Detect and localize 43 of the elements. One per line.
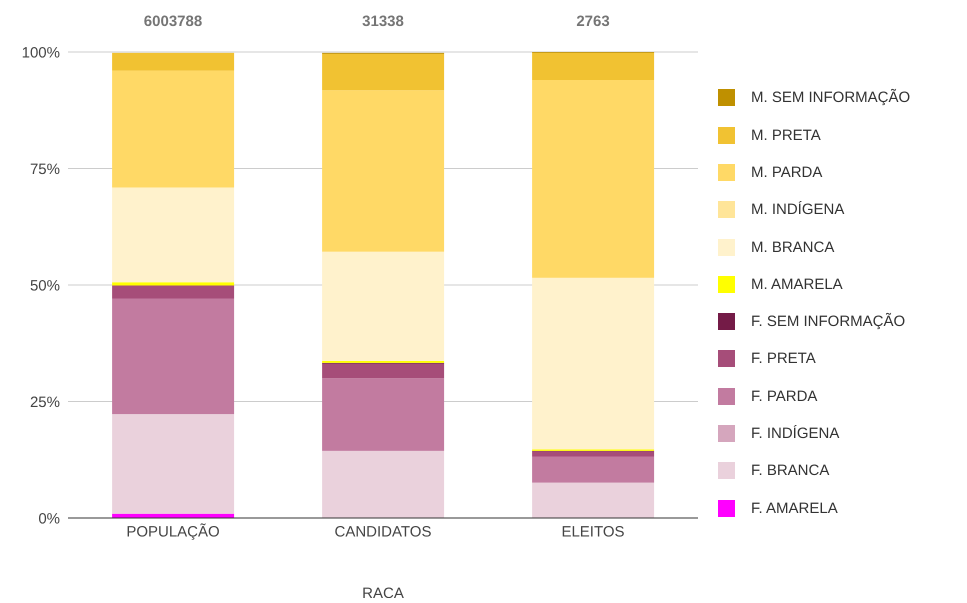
annotation: 31338	[362, 13, 404, 30]
bar	[112, 285, 234, 299]
bar	[532, 482, 654, 518]
bar	[112, 414, 234, 514]
annotation: 6003788	[144, 13, 202, 30]
bar	[322, 450, 444, 518]
y-tick-label: 75%	[30, 160, 60, 178]
legend-label: M. INDÍGENA	[751, 201, 844, 218]
legend-label: M. AMARELA	[751, 276, 843, 293]
bar	[532, 80, 654, 278]
bar	[532, 456, 654, 483]
y-tick-label: 0%	[38, 510, 60, 528]
bar	[112, 298, 234, 414]
legend-label: F. PRETA	[751, 350, 816, 368]
legend-label: F. INDÍGENA	[751, 425, 840, 442]
y-tick-label: 100%	[22, 44, 60, 62]
x-tick-label: ELEITOS	[561, 524, 625, 541]
bar	[112, 188, 234, 282]
legend-label: F. BRANCA	[751, 462, 830, 480]
legend-label: M. SEM INFORMAÇÃO	[751, 89, 910, 106]
bar	[112, 282, 234, 286]
bar	[532, 278, 654, 450]
bar	[322, 90, 444, 252]
legend-label: F. PARDA	[751, 388, 818, 405]
bar	[322, 54, 444, 90]
bar	[322, 378, 444, 451]
bar	[112, 70, 234, 188]
bar	[112, 52, 234, 71]
x-tick-label: CANDIDATOS	[334, 524, 432, 541]
legend-label: F. SEM INFORMAÇÃO	[751, 313, 906, 330]
bar	[532, 52, 654, 80]
bar	[322, 252, 444, 361]
legend-label: M. PRETA	[751, 126, 821, 144]
bar	[322, 364, 444, 378]
x-axis-title: RACA	[362, 585, 404, 602]
legend-label: M. PARDA	[751, 164, 822, 181]
y-tick-label: 50%	[30, 277, 60, 294]
legend-label: M. BRANCA	[751, 238, 834, 256]
bar	[532, 451, 654, 456]
y-tick-label: 25%	[30, 394, 60, 411]
legend-label: F. AMARELA	[751, 500, 838, 517]
annotation: 2763	[576, 13, 610, 30]
x-tick-label: POPULAÇÃO	[126, 522, 220, 541]
